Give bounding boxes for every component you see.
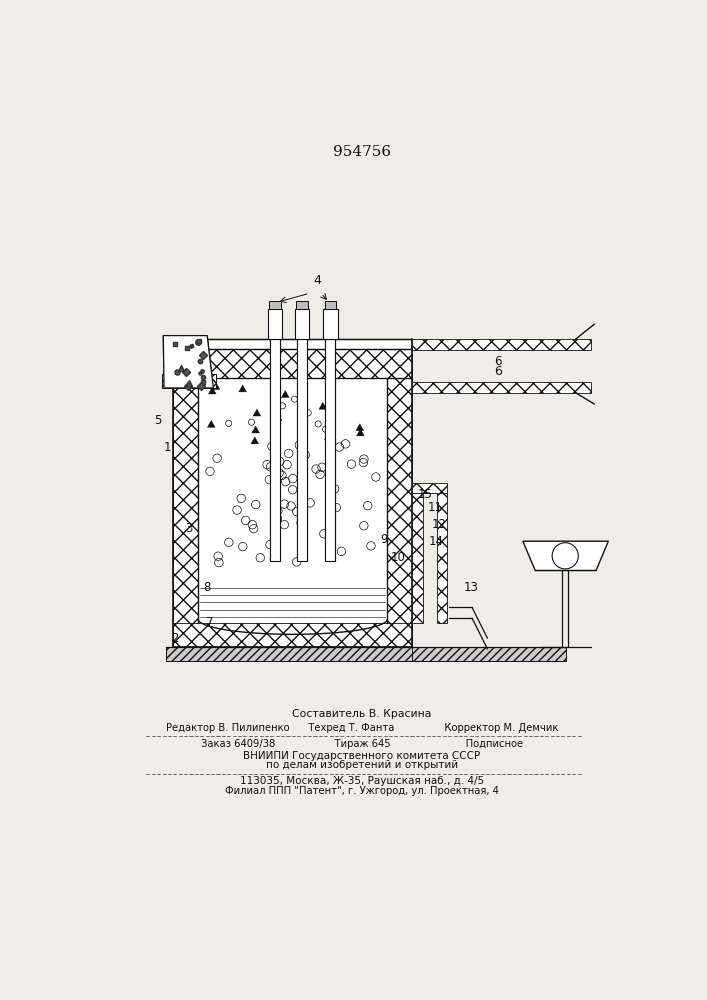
Polygon shape	[207, 420, 215, 427]
Text: 8: 8	[204, 581, 211, 594]
Bar	[387, 378, 412, 647]
Text: 1: 1	[163, 441, 171, 454]
Polygon shape	[239, 385, 247, 392]
Text: 954756: 954756	[333, 145, 391, 159]
Bar	[412, 647, 566, 661]
Bar	[296, 301, 308, 309]
Polygon shape	[356, 424, 363, 431]
Bar	[269, 301, 281, 309]
Polygon shape	[212, 383, 220, 389]
Bar	[412, 382, 590, 393]
Text: ВНИИПИ Государственного комитета СССР: ВНИИПИ Государственного комитета СССР	[243, 751, 481, 761]
Polygon shape	[281, 391, 289, 397]
Bar	[198, 378, 387, 623]
Text: 6: 6	[494, 355, 502, 368]
Text: Редактор В. Пилипенко      Техред Т. Фанта                Корректор М. Демчик: Редактор В. Пилипенко Техред Т. Фанта Ко…	[165, 723, 558, 733]
Bar	[295, 309, 309, 339]
Text: по делам изобретений и открытий: по делам изобретений и открытий	[266, 760, 458, 770]
Bar	[323, 309, 338, 339]
Text: 10: 10	[391, 551, 406, 564]
Text: 4: 4	[313, 274, 321, 287]
Bar	[325, 339, 335, 561]
Polygon shape	[319, 402, 327, 409]
Bar	[173, 349, 412, 378]
Polygon shape	[325, 433, 332, 440]
Bar	[165, 647, 420, 661]
Bar	[173, 378, 198, 647]
Polygon shape	[252, 426, 259, 433]
Polygon shape	[356, 429, 364, 436]
Bar	[162, 374, 216, 388]
Polygon shape	[253, 409, 261, 416]
Text: 2: 2	[171, 632, 179, 645]
Bar	[173, 623, 412, 647]
Bar	[173, 339, 412, 349]
Text: 12: 12	[431, 518, 446, 531]
Text: 15: 15	[418, 488, 433, 501]
Text: 113035, Москва, Ж-35, Раушская наб., д. 4/5: 113035, Москва, Ж-35, Раушская наб., д. …	[240, 776, 484, 786]
Bar	[412, 493, 423, 623]
Text: Филиал ППП "Патент", г. Ужгород, ул. Проектная, 4: Филиал ППП "Патент", г. Ужгород, ул. Про…	[225, 786, 499, 796]
Bar	[297, 339, 307, 561]
Polygon shape	[274, 414, 282, 421]
Text: 9: 9	[380, 533, 387, 546]
Text: 11: 11	[428, 501, 443, 514]
Bar	[325, 301, 336, 309]
Text: 13: 13	[464, 581, 479, 594]
Text: Составитель В. Красина: Составитель В. Красина	[292, 709, 432, 719]
Polygon shape	[299, 429, 307, 436]
Polygon shape	[523, 541, 608, 570]
Text: 3: 3	[185, 522, 192, 535]
Bar	[412, 483, 448, 493]
Polygon shape	[209, 387, 216, 394]
Polygon shape	[251, 437, 259, 444]
Text: 5: 5	[154, 414, 162, 427]
Text: Заказ 6409/38                   Тираж 645                        Подписное: Заказ 6409/38 Тираж 645 Подписное	[201, 739, 523, 749]
Polygon shape	[163, 336, 214, 388]
Text: 7: 7	[206, 616, 214, 629]
Text: 6: 6	[494, 365, 502, 378]
Bar	[437, 493, 448, 623]
Bar	[270, 339, 280, 561]
Bar	[268, 309, 282, 339]
Text: 14: 14	[429, 535, 444, 548]
Bar	[412, 339, 590, 350]
